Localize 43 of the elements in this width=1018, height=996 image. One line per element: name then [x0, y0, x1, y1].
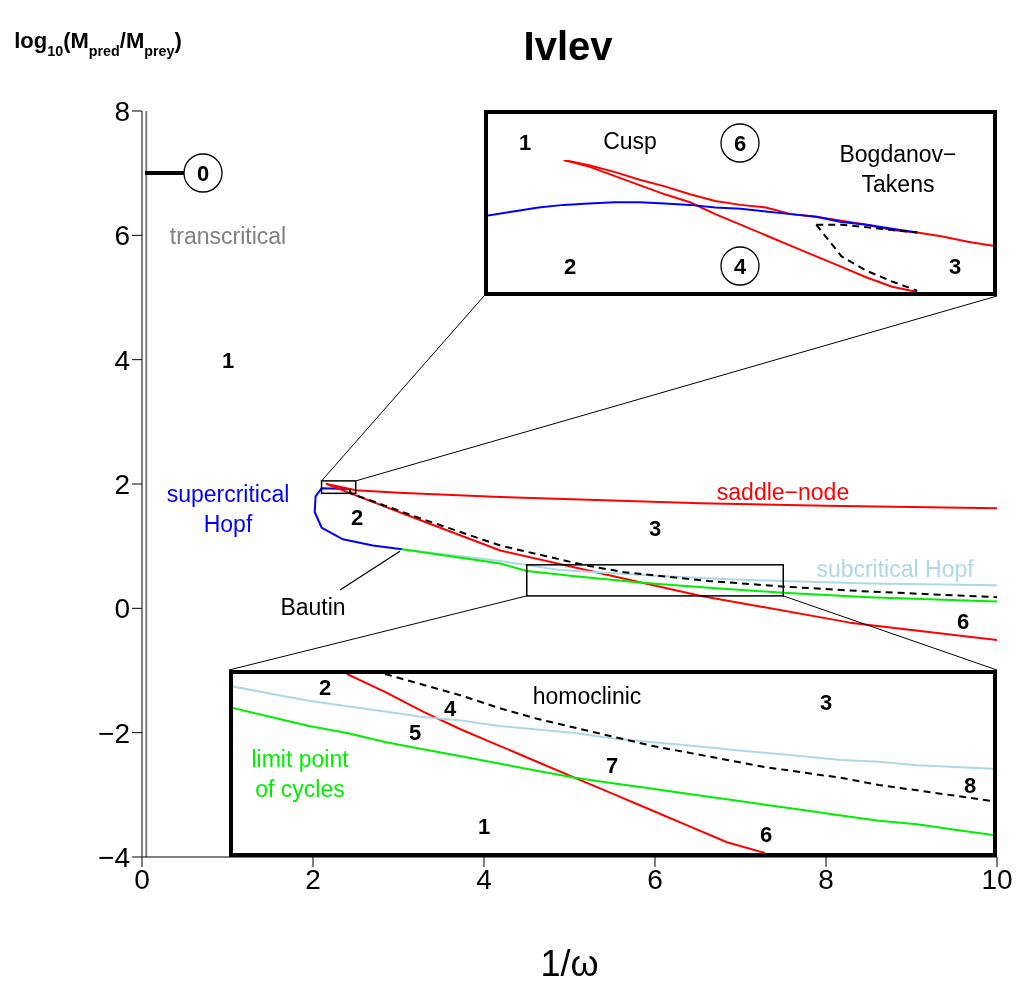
y-tick-label: 0 — [114, 593, 130, 625]
series-label: saddle−node — [716, 479, 850, 505]
y-axis-title: log$_{10}$(M$_{pred}$/M$_{prey}$) — [14, 28, 182, 59]
annotation: 3 — [819, 690, 833, 715]
annotation: 7 — [605, 753, 619, 778]
x-tick-label: 8 — [818, 863, 834, 895]
annotation: 1 — [477, 814, 491, 839]
x-tick-label: 0 — [134, 863, 150, 895]
annotation: 0 — [196, 161, 210, 186]
annotation: 8 — [963, 773, 977, 798]
x-tick-label: 2 — [305, 863, 321, 895]
annotation: 4 — [443, 696, 457, 721]
annotation: 1 — [221, 348, 235, 373]
y-tick-label: −4 — [98, 841, 130, 873]
y-tick-label: 2 — [114, 468, 130, 500]
y-tick-label: 4 — [114, 344, 130, 376]
series-label: limit point of cycles — [251, 746, 350, 802]
x-axis-title: 1/ω — [540, 943, 599, 984]
series-label: supercritical Hopf — [166, 481, 290, 537]
chart-title: Ivlev — [523, 24, 614, 68]
x-tick-label: 6 — [647, 863, 663, 895]
series-label: subcritical Hopf — [816, 556, 975, 582]
annotation: 6 — [733, 131, 747, 156]
annotation: 1 — [518, 130, 532, 155]
annotation: Bautin — [280, 594, 346, 620]
annotation: 2 — [563, 254, 577, 279]
y-tick-label: 8 — [114, 95, 130, 127]
x-tick-label: 10 — [981, 863, 1013, 895]
series-label: transcritical — [169, 223, 287, 249]
annotation: 3 — [948, 254, 962, 279]
y-tick-label: 6 — [114, 220, 130, 252]
annotation: 6 — [956, 609, 970, 634]
annotation: Cusp — [603, 128, 657, 154]
annotation: 6 — [759, 822, 773, 847]
annotation: 4 — [733, 254, 747, 279]
annotation: Bogdanov−Takens — [839, 141, 957, 197]
annotation: 3 — [648, 516, 662, 541]
annotation: 2 — [318, 675, 332, 700]
annotation: 5 — [408, 720, 422, 745]
x-tick-label: 4 — [476, 863, 492, 895]
y-tick-label: −2 — [98, 717, 130, 749]
annotation: 2 — [350, 505, 364, 530]
series-label: homoclinic — [532, 683, 642, 709]
